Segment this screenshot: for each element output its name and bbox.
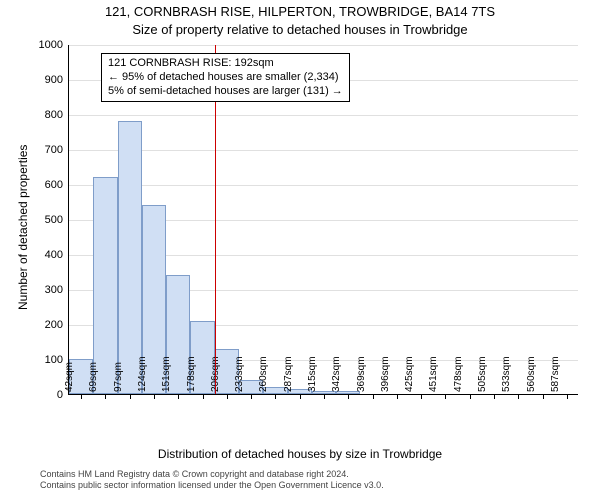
annotation-line: 121 CORNBRASH RISE: 192sqm (108, 57, 343, 71)
x-tick-label: 287sqm (283, 356, 294, 398)
y-tick-label: 300 (45, 284, 63, 296)
footer: Contains HM Land Registry data © Crown c… (0, 469, 600, 492)
y-tick-label: 400 (45, 249, 63, 261)
x-tick-notch (81, 394, 82, 399)
x-tick-label: 260sqm (258, 356, 269, 398)
x-tick-label: 451sqm (428, 356, 439, 398)
x-tick-notch (178, 394, 179, 399)
annotation-line: 5% of semi-detached houses are larger (1… (108, 85, 343, 99)
footer-line-1: Contains HM Land Registry data © Crown c… (0, 469, 600, 480)
x-tick-label: 478sqm (453, 356, 464, 398)
x-tick-label: 425sqm (404, 356, 415, 398)
y-gridline (69, 185, 578, 186)
y-tick-label: 200 (45, 319, 63, 331)
y-tick-label: 1000 (39, 39, 63, 51)
page-subtitle: Size of property relative to detached ho… (0, 22, 600, 37)
y-tick-label: 500 (45, 214, 63, 226)
x-tick-notch (373, 394, 374, 399)
x-tick-notch (275, 394, 276, 399)
y-gridline (69, 45, 578, 46)
x-tick-notch (324, 394, 325, 399)
chart-plot-area: 0100200300400500600700800900100042sqm69s… (68, 45, 578, 395)
y-axis-label: Number of detached properties (16, 145, 30, 310)
x-tick-notch (518, 394, 519, 399)
y-tick-label: 600 (45, 179, 63, 191)
x-tick-notch (130, 394, 131, 399)
y-gridline (69, 115, 578, 116)
x-tick-label: 124sqm (137, 356, 148, 398)
x-tick-label: 505sqm (477, 356, 488, 398)
x-tick-notch (421, 394, 422, 399)
x-tick-label: 369sqm (356, 356, 367, 398)
x-tick-notch (227, 394, 228, 399)
x-tick-label: 315sqm (307, 356, 318, 398)
x-tick-label: 533sqm (501, 356, 512, 398)
x-tick-notch (300, 394, 301, 399)
x-tick-label: 587sqm (550, 356, 561, 398)
x-tick-notch (348, 394, 349, 399)
x-tick-notch (543, 394, 544, 399)
x-tick-label: 69sqm (88, 362, 99, 398)
annotation-box: 121 CORNBRASH RISE: 192sqm← 95% of detac… (101, 53, 350, 102)
page-root: 121, CORNBRASH RISE, HILPERTON, TROWBRID… (0, 0, 600, 500)
y-gridline (69, 150, 578, 151)
x-tick-notch (251, 394, 252, 399)
x-tick-notch (203, 394, 204, 399)
x-axis-label: Distribution of detached houses by size … (0, 447, 600, 461)
x-tick-notch (105, 394, 106, 399)
x-tick-label: 178sqm (186, 356, 197, 398)
x-tick-notch (154, 394, 155, 399)
x-tick-label: 560sqm (526, 356, 537, 398)
y-tick-label: 900 (45, 74, 63, 86)
y-tick-label: 0 (57, 389, 63, 401)
x-tick-label: 42sqm (64, 362, 75, 398)
y-tick-label: 100 (45, 354, 63, 366)
annotation-line: ← 95% of detached houses are smaller (2,… (108, 71, 343, 85)
histogram-bar (118, 121, 142, 394)
x-tick-notch (494, 394, 495, 399)
x-tick-notch (470, 394, 471, 399)
footer-line-2: Contains public sector information licen… (0, 480, 600, 491)
x-tick-label: 342sqm (331, 356, 342, 398)
x-tick-label: 233sqm (234, 356, 245, 398)
x-tick-notch (397, 394, 398, 399)
x-tick-label: 151sqm (161, 356, 172, 398)
x-tick-label: 396sqm (380, 356, 391, 398)
page-title: 121, CORNBRASH RISE, HILPERTON, TROWBRID… (0, 4, 600, 19)
x-tick-notch (445, 394, 446, 399)
y-tick-label: 700 (45, 144, 63, 156)
x-tick-label: 97sqm (113, 362, 124, 398)
y-tick-label: 800 (45, 109, 63, 121)
x-tick-notch (567, 394, 568, 399)
